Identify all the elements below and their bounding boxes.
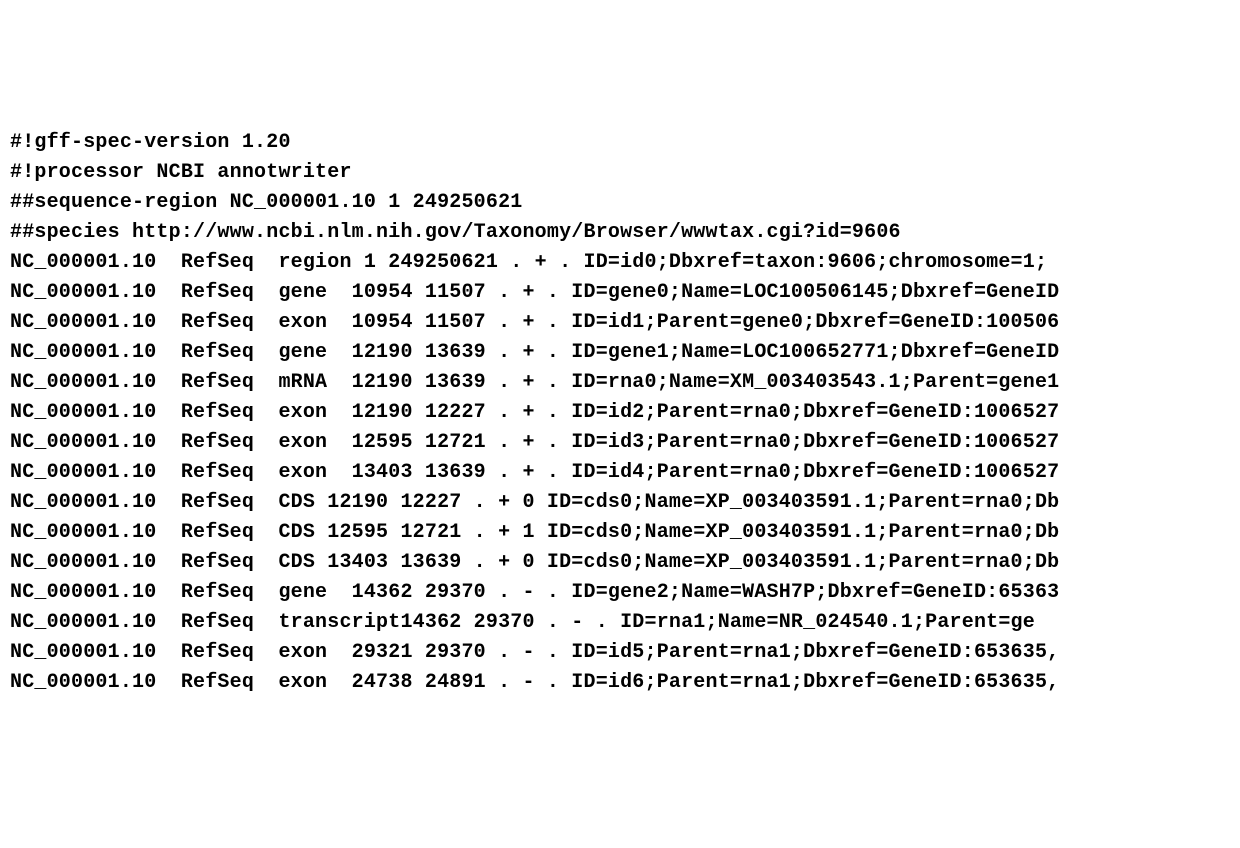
text-line: #!gff-spec-version 1.20 — [10, 128, 1230, 158]
text-line: NC_000001.10 RefSeq exon 12595 12721 . +… — [10, 428, 1230, 458]
text-line: NC_000001.10 RefSeq transcript14362 2937… — [10, 608, 1230, 638]
text-line: NC_000001.10 RefSeq exon 24738 24891 . -… — [10, 668, 1230, 698]
text-line: NC_000001.10 RefSeq gene 14362 29370 . -… — [10, 578, 1230, 608]
text-line: NC_000001.10 RefSeq exon 13403 13639 . +… — [10, 458, 1230, 488]
text-line: NC_000001.10 RefSeq CDS 12595 12721 . + … — [10, 518, 1230, 548]
text-line: NC_000001.10 RefSeq mRNA 12190 13639 . +… — [10, 368, 1230, 398]
text-line: NC_000001.10 RefSeq gene 12190 13639 . +… — [10, 338, 1230, 368]
text-line: NC_000001.10 RefSeq exon 12190 12227 . +… — [10, 398, 1230, 428]
text-line: ##species http://www.ncbi.nlm.nih.gov/Ta… — [10, 218, 1230, 248]
text-line: #!processor NCBI annotwriter — [10, 158, 1230, 188]
gff-text-block: #!gff-spec-version 1.20#!processor NCBI … — [10, 128, 1230, 698]
text-line: ##sequence-region NC_000001.10 1 2492506… — [10, 188, 1230, 218]
text-line: NC_000001.10 RefSeq gene 10954 11507 . +… — [10, 278, 1230, 308]
text-line: NC_000001.10 RefSeq CDS 13403 13639 . + … — [10, 548, 1230, 578]
text-line: NC_000001.10 RefSeq region 1 249250621 .… — [10, 248, 1230, 278]
text-line: NC_000001.10 RefSeq CDS 12190 12227 . + … — [10, 488, 1230, 518]
text-line: NC_000001.10 RefSeq exon 10954 11507 . +… — [10, 308, 1230, 338]
text-line: NC_000001.10 RefSeq exon 29321 29370 . -… — [10, 638, 1230, 668]
